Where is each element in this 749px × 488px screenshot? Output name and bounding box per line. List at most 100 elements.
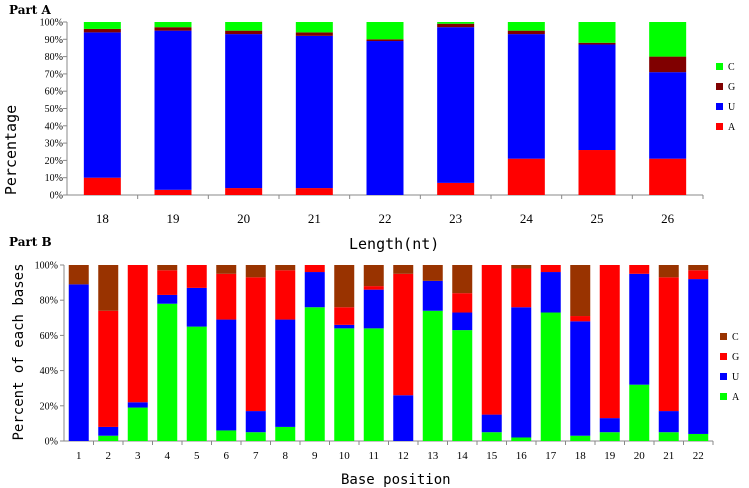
part-b-bar-19-U [599, 418, 620, 433]
part-b-bar-1-C [68, 265, 89, 285]
part-b-bar-21-G [658, 277, 679, 412]
part-a-legend-label-G: G [728, 82, 735, 93]
part-a-x-tick-label: 18 [96, 211, 109, 226]
part-b-x-tick-label: 4 [165, 450, 171, 462]
part-b-bar-21-A [658, 432, 679, 441]
part-a-bar-23-A [437, 182, 475, 195]
part-a-bar-25-G [578, 42, 616, 45]
part-a-bar-21-A [295, 188, 333, 195]
part-b-bar-7-G [245, 277, 266, 412]
part-b-bar-6-C [216, 265, 237, 274]
part-b-bar-22-U [688, 279, 709, 434]
part-b-x-tick-label: 10 [339, 450, 351, 462]
part-a-bar-23-G [437, 23, 475, 28]
part-b-bar-2-A [98, 435, 119, 441]
part-b-x-tick-label: 3 [135, 450, 141, 462]
part-a-bar-26-U [649, 72, 687, 159]
part-a-bar-18-C [83, 22, 121, 29]
part-b-x-tick-label: 15 [486, 450, 498, 462]
part-a-legend-label-C: C [728, 62, 735, 73]
part-b-bar-22-C [688, 265, 709, 271]
part-b-x-tick-label: 13 [427, 450, 439, 462]
part-b-x-tick-label: 2 [106, 450, 112, 462]
part-b-bar-20-G [629, 265, 650, 274]
part-a-bar-26-C [649, 22, 687, 57]
part-a-x-tick-label: 24 [520, 211, 534, 226]
part-b-x-tick-label: 18 [575, 450, 587, 462]
part-a-bar-21-C [295, 22, 333, 33]
part-a-y-tick-label: 0% [50, 191, 63, 202]
part-b-bar-12-U [393, 395, 414, 441]
part-b-bar-11-A [363, 328, 384, 441]
part-b-y-tick-label: 60% [40, 331, 58, 342]
part-b-bar-11-U [363, 289, 384, 329]
part-a-y-tick-label: 100% [40, 18, 63, 29]
part-b-bar-3-G [127, 265, 148, 403]
part-b-x-tick-label: 14 [457, 450, 469, 462]
part-b-bar-16-A [511, 437, 532, 441]
part-a-legend-swatch-G [716, 83, 723, 90]
part-a-bar-22-U [366, 41, 404, 195]
part-a-x-tick-label: 19 [167, 211, 180, 226]
part-a-bar-20-U [225, 34, 263, 189]
part-b-bar-8-G [275, 270, 296, 320]
part-a-y-tick-label: 40% [45, 121, 63, 132]
part-a-y-tick-label: 70% [45, 69, 63, 80]
part-b-bar-16-C [511, 265, 532, 269]
part-b-bar-1-U [68, 284, 89, 441]
part-a-y-tick-label: 10% [45, 173, 63, 184]
part-a-legend-swatch-U [716, 103, 723, 110]
part-b-x-tick-label: 7 [253, 450, 259, 462]
part-b-bar-18-U [570, 321, 591, 436]
part-b-legend-label-G: G [732, 352, 739, 363]
part-b-bar-14-G [452, 293, 473, 313]
part-b-x-tick-label: 1 [76, 450, 82, 462]
part-b-x-tick-label: 19 [604, 450, 616, 462]
part-b-legend-swatch-A [720, 393, 727, 400]
part-b-bar-9-A [304, 307, 325, 441]
part-b-bar-13-A [422, 310, 443, 441]
part-b-legend-label-C: C [732, 332, 739, 343]
part-a-bar-21-U [295, 35, 333, 189]
part-b-bar-21-C [658, 265, 679, 278]
part-b-x-tick-label: 17 [545, 450, 557, 462]
part-b-y-tick-label: 0% [45, 437, 58, 448]
part-b-bar-10-C [334, 265, 355, 308]
part-b-bar-11-C [363, 265, 384, 287]
part-a-legend-swatch-C [716, 63, 723, 70]
part-b-bar-11-G [363, 286, 384, 290]
part-a-y-tick-label: 50% [45, 104, 63, 115]
part-b-bar-3-U [127, 402, 148, 408]
part-b-bar-20-A [629, 384, 650, 441]
part-a-bar-22-C [366, 22, 404, 40]
part-a-bar-23-U [437, 27, 475, 183]
part-b-bar-15-A [481, 432, 502, 441]
part-a-legend-label-A: A [728, 122, 736, 133]
part-a-bar-18-A [83, 177, 121, 195]
part-b-x-tick-label: 5 [194, 450, 200, 462]
part-b-bar-7-U [245, 411, 266, 433]
part-b-bar-16-U [511, 307, 532, 438]
part-b-bar-22-A [688, 433, 709, 441]
part-b-x-tick-label: 22 [693, 450, 704, 462]
part-b-bar-4-C [157, 265, 178, 271]
part-b-bar-7-C [245, 265, 266, 278]
part-b-bar-4-U [157, 294, 178, 304]
part-a-x-tick-label: 26 [661, 211, 675, 226]
part-a-y-tick-label: 90% [45, 35, 63, 46]
part-b-bar-5-A [186, 326, 207, 441]
part-a-bar-20-C [225, 22, 263, 31]
part-b-bar-5-G [186, 265, 207, 288]
part-b-legend-swatch-C [720, 333, 727, 340]
part-a-bar-23-C [437, 22, 475, 24]
part-b-bar-8-C [275, 265, 296, 271]
part-a-bar-22-G [366, 39, 404, 42]
chart-marks: 0%10%20%30%40%50%60%70%80%90%100%18 19 20 2… [35, 18, 740, 463]
part-b-x-tick-label: 12 [398, 450, 409, 462]
part-a-bar-19-G [154, 27, 192, 31]
part-b-bar-4-A [157, 303, 178, 441]
part-a-y-tick-label: 80% [45, 52, 63, 63]
part-b-bar-17-U [540, 272, 561, 313]
part-b-bar-17-G [540, 265, 561, 273]
part-b-label: Part B [9, 235, 52, 249]
